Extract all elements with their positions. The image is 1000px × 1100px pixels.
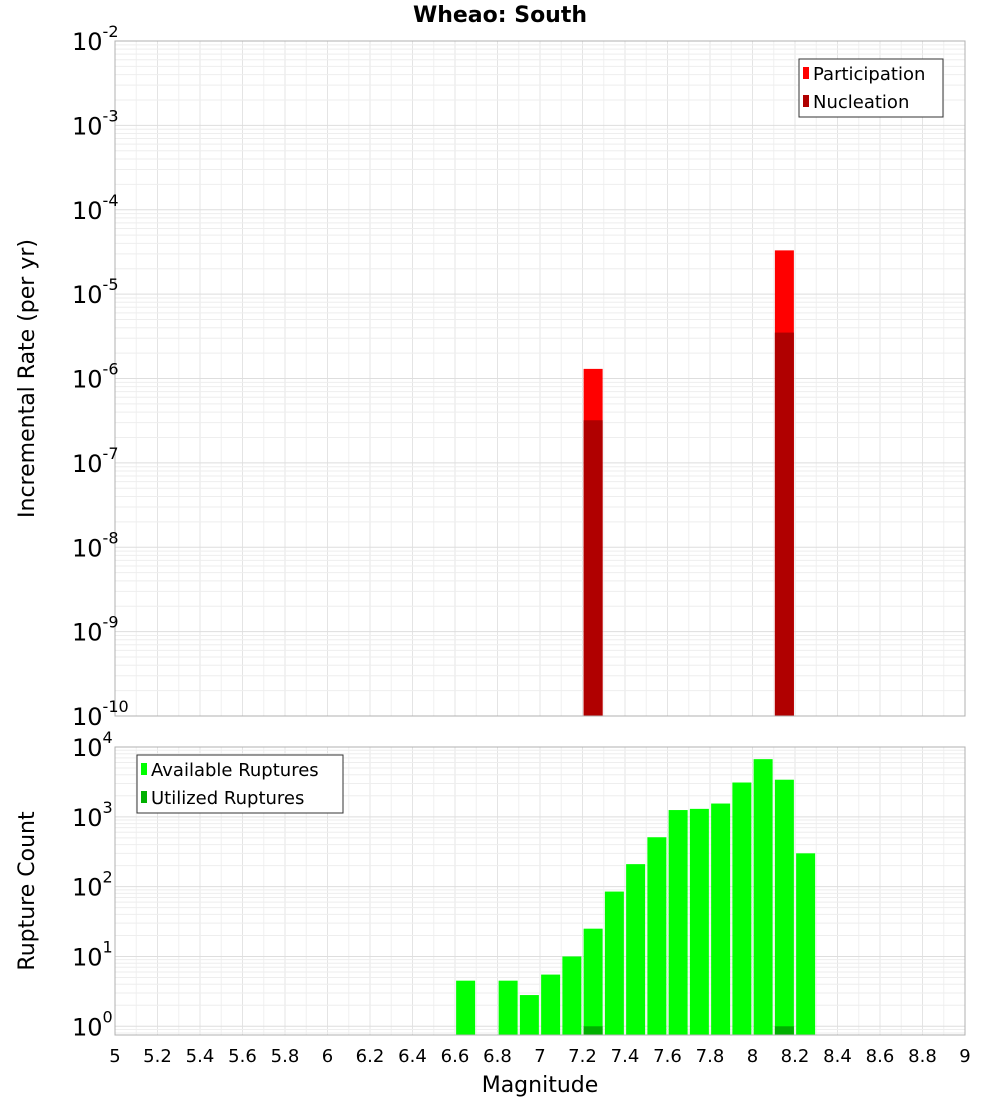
- x-tick-label: 7: [534, 1046, 545, 1067]
- bar-available-ruptures: [519, 995, 539, 1035]
- y-tick-label: 10-8: [72, 528, 119, 562]
- x-tick-label: 8.8: [908, 1046, 937, 1067]
- bar-nucleation: [774, 332, 794, 716]
- bar-available-ruptures: [647, 837, 667, 1035]
- y-axis-title: Rupture Count: [15, 811, 40, 971]
- y-tick-label: 100: [72, 1007, 113, 1041]
- bar-available-ruptures: [689, 808, 709, 1035]
- x-axis-title: Magnitude: [482, 1073, 599, 1098]
- legend-swatch: [803, 95, 809, 107]
- x-tick-label: 5.8: [271, 1046, 300, 1067]
- x-tick-label: 8: [747, 1046, 758, 1067]
- x-tick-label: 6: [322, 1046, 333, 1067]
- y-tick-label: 10-4: [72, 191, 119, 225]
- bar-available-ruptures: [604, 891, 624, 1035]
- x-tick-label: 9: [959, 1046, 970, 1067]
- x-tick-label: 5.6: [228, 1046, 257, 1067]
- legend: Available Ruptures Utilized Ruptures: [136, 754, 344, 814]
- plot-frame: [114, 746, 966, 1036]
- x-tick-label: 6.8: [483, 1046, 512, 1067]
- bar-available-ruptures: [796, 853, 816, 1035]
- legend-swatch: [141, 763, 147, 775]
- y-tick-label: 10-7: [72, 444, 119, 478]
- bar-available-ruptures: [562, 956, 582, 1035]
- y-tick-label: 10-10: [72, 697, 129, 731]
- x-tick-label: 8.4: [823, 1046, 852, 1067]
- x-tick-label: 6.4: [398, 1046, 427, 1067]
- bar-available-ruptures: [626, 864, 646, 1035]
- legend-box: [798, 58, 944, 118]
- legend-swatch: [141, 791, 147, 803]
- chart-title: Wheao: South: [413, 3, 587, 28]
- x-tick-label: 8.2: [781, 1046, 810, 1067]
- y-tick-label: 104: [72, 728, 113, 762]
- bar-available-ruptures: [498, 980, 518, 1035]
- bar-available-ruptures: [668, 810, 688, 1035]
- legend-label: Participation: [813, 64, 925, 85]
- bar-available-ruptures: [456, 980, 476, 1035]
- bar-available-ruptures: [753, 759, 773, 1035]
- x-tick-label: 5.4: [186, 1046, 215, 1067]
- rate-chart: 10-2 10-3 10-4 10-5 10-6 10-7 10-8 10-9 10-10 Whe…: [15, 3, 966, 731]
- x-tick-label: 7.6: [653, 1046, 682, 1067]
- x-tick-label: 6.6: [441, 1046, 470, 1067]
- x-tick-label: 7.2: [568, 1046, 597, 1067]
- y-tick-label: 10-5: [72, 275, 119, 309]
- x-tick-label: 5: [109, 1046, 120, 1067]
- bar-available-ruptures: [583, 928, 603, 1035]
- bar-nucleation: [583, 420, 603, 716]
- x-tick-label: 8.6: [866, 1046, 895, 1067]
- x-tick-label: 5.2: [143, 1046, 172, 1067]
- x-tick-label: 7.4: [611, 1046, 640, 1067]
- y-tick-label: 10-3: [72, 106, 119, 140]
- y-tick-label: 10-6: [72, 360, 119, 394]
- y-tick-label: 101: [72, 937, 113, 971]
- legend-label: Utilized Ruptures: [151, 788, 304, 809]
- y-tick-label: 10-2: [72, 22, 119, 56]
- legend: Participation Nucleation: [798, 58, 944, 118]
- legend-box: [136, 754, 344, 814]
- x-tick-label: 7.8: [696, 1046, 725, 1067]
- bar-available-ruptures: [732, 782, 752, 1035]
- y-tick-label: 102: [72, 868, 113, 902]
- y-tick-label: 10-9: [72, 613, 119, 647]
- y-axis-title: Incremental Rate (per yr): [15, 239, 40, 518]
- legend-label: Nucleation: [813, 92, 909, 113]
- y-tick-label: 103: [72, 798, 113, 832]
- bar-available-ruptures: [774, 779, 794, 1035]
- bar-utilized-ruptures: [583, 1026, 603, 1035]
- bar-available-ruptures: [541, 974, 561, 1035]
- plot-frame: [114, 40, 966, 717]
- rupture-count-chart: 104 103 102 101 100 5 5.2 5.4 5.6 5.8 6 6.2 6.4 6.6 6.…: [15, 728, 971, 1098]
- legend-label: Available Ruptures: [151, 760, 319, 781]
- x-tick-label: 6.2: [356, 1046, 385, 1067]
- bar-available-ruptures: [711, 803, 731, 1035]
- legend-swatch: [803, 67, 809, 79]
- bar-utilized-ruptures: [774, 1026, 794, 1035]
